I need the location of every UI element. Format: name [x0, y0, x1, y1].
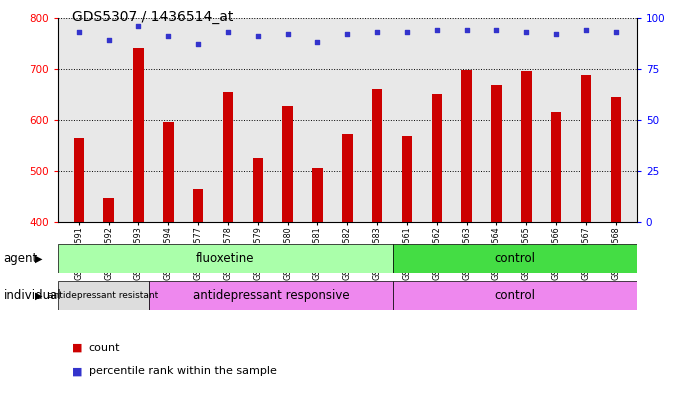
Bar: [342, 134, 353, 222]
Text: antidepressant resistant: antidepressant resistant: [48, 291, 159, 300]
Bar: [432, 94, 442, 222]
Text: percentile rank within the sample: percentile rank within the sample: [89, 366, 276, 376]
Bar: [491, 85, 502, 222]
Text: ▶: ▶: [35, 291, 43, 301]
Point: [253, 33, 264, 39]
Point: [223, 29, 234, 35]
Point: [551, 31, 562, 37]
Text: ▶: ▶: [35, 253, 43, 263]
Bar: [581, 75, 591, 222]
Bar: [521, 71, 532, 222]
Point: [282, 31, 293, 37]
Point: [163, 33, 174, 39]
Point: [193, 41, 204, 48]
Point: [581, 27, 592, 33]
Text: antidepressant responsive: antidepressant responsive: [193, 289, 349, 302]
Text: GDS5307 / 1436514_at: GDS5307 / 1436514_at: [72, 10, 233, 24]
Bar: [133, 48, 144, 222]
Point: [312, 39, 323, 45]
Point: [431, 27, 442, 33]
Text: fluoxetine: fluoxetine: [196, 252, 255, 265]
Bar: [462, 70, 472, 222]
Bar: [149, 281, 393, 310]
Point: [402, 29, 413, 35]
Bar: [611, 97, 621, 222]
Bar: [58, 281, 149, 310]
Point: [133, 23, 144, 29]
Bar: [313, 168, 323, 222]
Bar: [393, 244, 637, 273]
Bar: [283, 106, 293, 222]
Bar: [372, 89, 382, 222]
Point: [461, 27, 472, 33]
Bar: [223, 92, 233, 222]
Point: [342, 31, 353, 37]
Text: control: control: [494, 289, 535, 302]
Text: control: control: [494, 252, 535, 265]
Bar: [551, 112, 561, 222]
Point: [521, 29, 532, 35]
Point: [74, 29, 84, 35]
Bar: [104, 198, 114, 222]
Bar: [393, 281, 637, 310]
Bar: [193, 189, 204, 222]
Bar: [402, 136, 412, 222]
Text: count: count: [89, 343, 120, 353]
Point: [372, 29, 383, 35]
Text: individual: individual: [3, 289, 61, 302]
Point: [491, 27, 502, 33]
Point: [103, 37, 114, 43]
Text: agent: agent: [3, 252, 37, 265]
Text: ■: ■: [72, 366, 82, 376]
Bar: [74, 138, 84, 222]
Bar: [58, 244, 393, 273]
Bar: [163, 122, 174, 222]
Bar: [253, 158, 263, 222]
Text: ■: ■: [72, 343, 82, 353]
Point: [610, 29, 621, 35]
